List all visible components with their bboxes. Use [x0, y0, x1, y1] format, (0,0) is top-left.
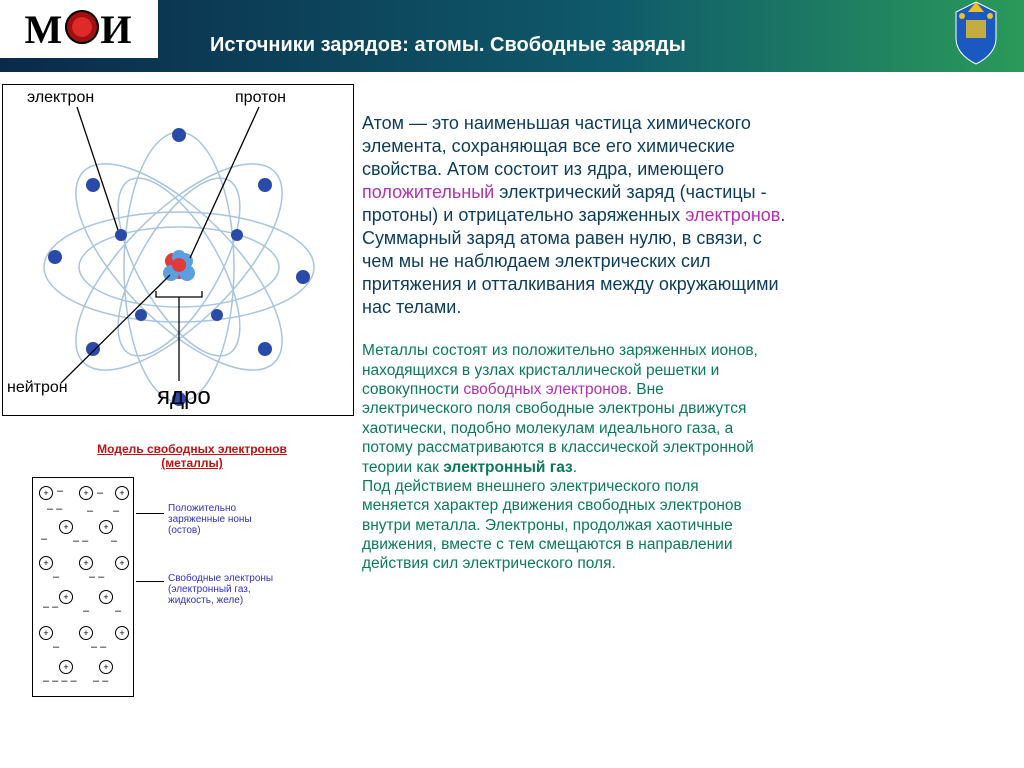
logo-sun-icon [65, 10, 99, 44]
ion-label: Положительно заряженные ноны (остов) [168, 503, 252, 536]
metal-caption: Модель свободных электронов (металлы) [32, 442, 352, 471]
label-electron: электрон [27, 89, 94, 107]
atom-diagram: электрон протон нейтрон ядро [2, 84, 354, 416]
label-neutron: нейтрон [7, 379, 68, 397]
content: электрон протон нейтрон ядро Модель своб… [0, 72, 1024, 697]
metal-diagram: + + + + + + + + + + + + + + + – [32, 477, 352, 697]
metal-model: Модель свободных электронов (металлы) + … [32, 442, 352, 697]
slide-title: Источники зарядов: атомы. Свободные заря… [210, 34, 686, 57]
paragraph-2: Металлы состоят из положительно заряженн… [362, 319, 1010, 574]
paragraph-1: Атом — это наименьшая частица химическог… [362, 84, 1010, 319]
crest-icon [944, 0, 1008, 68]
lattice: + + + + + + + + + + + + + + + – [32, 477, 134, 697]
logo: М И [0, 0, 158, 58]
label-nucleus: ядро [157, 383, 211, 411]
label-proton: протон [235, 89, 286, 107]
logo-letter-m: М [25, 6, 65, 53]
logo-letter-i: И [100, 6, 133, 53]
header: М И Источники зарядов: атомы. Свободные … [0, 0, 1024, 72]
left-column: электрон протон нейтрон ядро Модель своб… [2, 84, 354, 697]
right-column: Атом — это наименьшая частица химическог… [362, 84, 1014, 697]
atom-svg [3, 85, 354, 416]
metal-labels: Положительно заряженные ноны (остов) Сво… [140, 477, 352, 697]
gas-label: Свободные электроны (электронный газ, жи… [168, 573, 273, 606]
